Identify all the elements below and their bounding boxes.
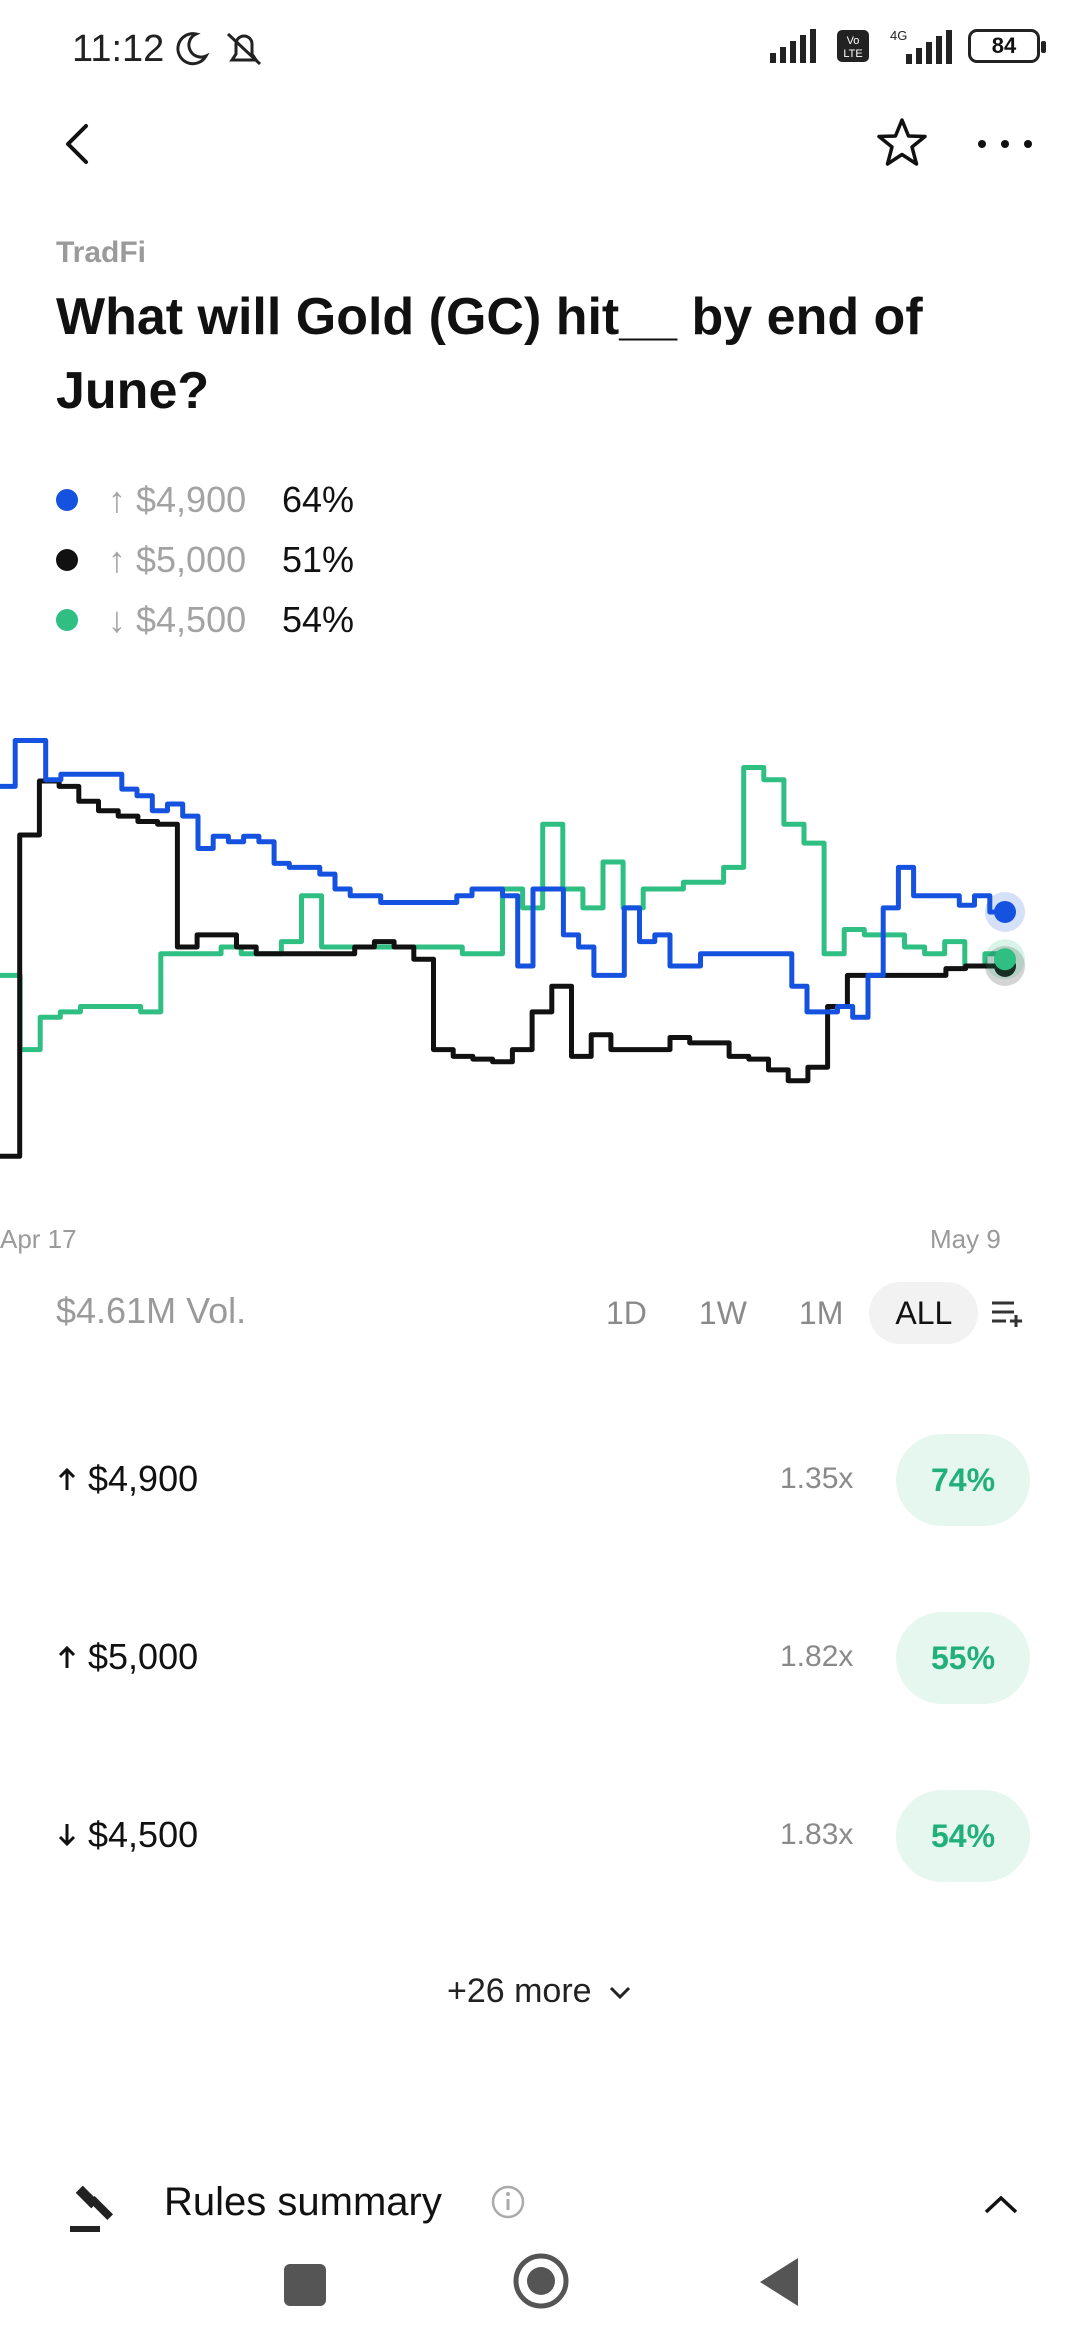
market-title: What will Gold (GC) hit__ by end of June… — [56, 288, 923, 420]
outcome-target: $4,500 — [88, 1814, 199, 1855]
x-axis-start-label: Apr 17 — [0, 1224, 77, 1254]
more-dots-icon[interactable] — [970, 114, 1040, 174]
price-chart[interactable] — [0, 700, 1080, 1240]
rules-summary-title: Rules summary — [164, 2180, 442, 2224]
outcome-row[interactable]: $5,000 1.82x 55% — [0, 1612, 1080, 1708]
legend-dot-blue — [56, 489, 78, 511]
arrow-up-icon: ↑ — [108, 479, 126, 520]
svg-text:LTE: LTE — [843, 48, 862, 60]
chart-legend: ↑ $4,900 64% ↑ $5,000 51% ↓ $4,500 54% — [56, 470, 354, 650]
outcome-label: $5,000 — [56, 1636, 198, 1678]
legend-label: ↑ $5,000 — [108, 539, 247, 580]
price-chart-svg[interactable] — [0, 700, 1080, 1240]
svg-text:Vo: Vo — [847, 35, 860, 47]
battery-indicator: 84 — [968, 29, 1046, 63]
outcome-multiplier: 1.35x — [780, 1462, 854, 1495]
system-back-button[interactable] — [754, 2254, 804, 2310]
status-bar: 11:12 Vo LTE 4G 84 — [0, 0, 1080, 100]
chevron-up-icon[interactable] — [976, 2180, 1026, 2230]
series-end-marker — [994, 948, 1016, 971]
series-line-5000 — [0, 778, 1005, 1159]
back-arrow-icon[interactable] — [50, 114, 110, 174]
arrow-up-icon — [58, 1645, 76, 1668]
range-1d-button[interactable]: 1D — [606, 1294, 647, 1331]
outcome-row[interactable]: $4,900 1.35x 74% — [0, 1434, 1080, 1530]
svg-text:4G: 4G — [890, 28, 907, 43]
more-outcomes-text: +26 more — [446, 1972, 592, 2010]
arrow-down-icon: ↓ — [108, 599, 126, 640]
outcome-buy-button[interactable]: 54% — [896, 1790, 1030, 1882]
volume-text: $4.61M Vol. — [56, 1290, 247, 1331]
outcome-target: $4,900 — [88, 1458, 199, 1499]
arrow-down-icon — [58, 1824, 76, 1847]
status-right: Vo LTE 4G 84 — [768, 28, 1046, 64]
series-end-marker — [994, 900, 1016, 923]
recent-apps-button[interactable] — [284, 2264, 326, 2306]
arrow-up-icon: ↑ — [108, 539, 126, 580]
legend-item: ↓ $4,500 54% — [56, 590, 354, 650]
series-line-4900 — [0, 738, 1005, 1020]
signal-icon — [770, 29, 816, 63]
arrow-up-icon — [58, 1467, 76, 1490]
legend-label: ↑ $4,900 — [108, 479, 247, 520]
more-outcomes-link[interactable]: +26 more — [0, 1972, 1080, 2011]
outcome-buy-button[interactable]: 55% — [896, 1612, 1030, 1704]
outcome-multiplier: 1.82x — [780, 1640, 854, 1673]
star-icon[interactable] — [872, 114, 932, 174]
rules-summary-header[interactable]: Rules summary — [0, 2172, 1080, 2242]
outcome-label: $4,900 — [56, 1458, 198, 1500]
legend-percent: 54% — [282, 599, 355, 640]
legend-label: ↓ $4,500 — [108, 599, 247, 640]
outcome-target: $5,000 — [88, 1636, 199, 1677]
battery-level: 84 — [991, 33, 1017, 58]
info-icon[interactable] — [490, 2184, 526, 2220]
outcome-label: $4,500 — [56, 1814, 198, 1856]
legend-percent: 64% — [282, 479, 355, 520]
do-not-disturb-icon — [226, 32, 262, 66]
status-icons-left — [172, 30, 264, 68]
market-category: TradFi — [56, 236, 147, 269]
status-time: 11:12 — [72, 28, 165, 70]
moon-icon — [176, 32, 210, 66]
system-nav-bar — [0, 2240, 1080, 2340]
legend-dot-black — [56, 549, 78, 571]
range-1w-button[interactable]: 1W — [698, 1294, 747, 1331]
legend-item: ↑ $4,900 64% — [56, 470, 354, 530]
outcome-row[interactable]: $4,500 1.83x 54% — [0, 1790, 1080, 1886]
outcome-multiplier: 1.83x — [780, 1818, 854, 1851]
range-1m-button[interactable]: 1M — [798, 1294, 844, 1331]
range-all-button[interactable]: ALL — [869, 1282, 979, 1344]
x-axis-end-label: May 9 — [930, 1224, 1001, 1254]
legend-dot-green — [56, 609, 78, 631]
filter-list-icon[interactable] — [988, 1295, 1024, 1331]
outcome-buy-button[interactable]: 74% — [896, 1434, 1030, 1526]
chevron-down-icon — [609, 1986, 631, 2000]
series-line-4500 — [0, 765, 1008, 1053]
legend-percent: 51% — [282, 539, 355, 580]
time-range-selector: 1D 1W 1M ALL — [580, 1282, 1024, 1344]
gavel-icon — [70, 2185, 114, 2232]
legend-item: ↑ $5,000 51% — [56, 530, 354, 590]
signal-4g-icon: 4G — [890, 28, 952, 64]
home-button[interactable] — [512, 2252, 570, 2310]
top-bar — [0, 100, 1080, 200]
